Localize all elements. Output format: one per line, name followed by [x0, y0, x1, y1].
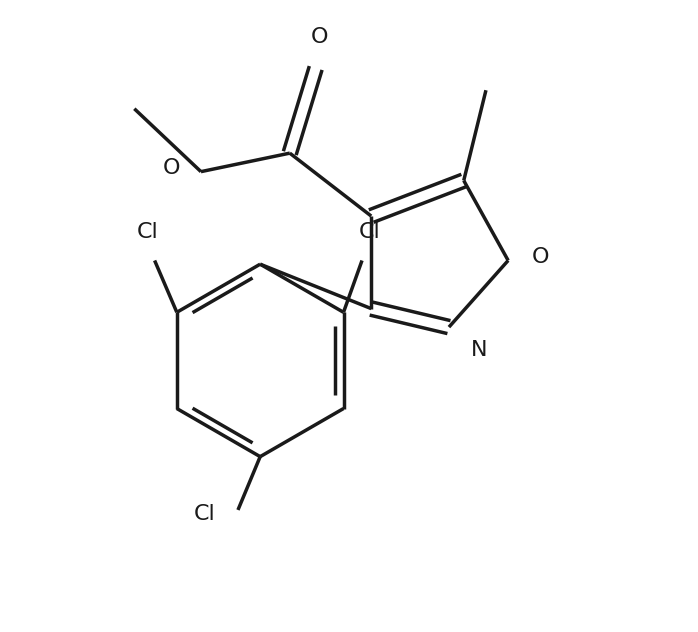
Text: Cl: Cl — [359, 222, 380, 242]
Text: Cl: Cl — [194, 504, 216, 524]
Text: O: O — [532, 246, 549, 267]
Text: Cl: Cl — [136, 222, 158, 242]
Text: O: O — [311, 27, 328, 47]
Text: N: N — [471, 341, 488, 360]
Text: O: O — [163, 158, 180, 178]
